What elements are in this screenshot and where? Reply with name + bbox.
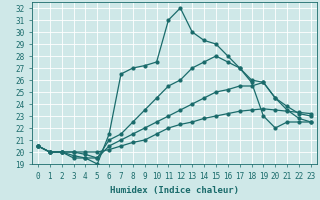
X-axis label: Humidex (Indice chaleur): Humidex (Indice chaleur): [110, 186, 239, 195]
